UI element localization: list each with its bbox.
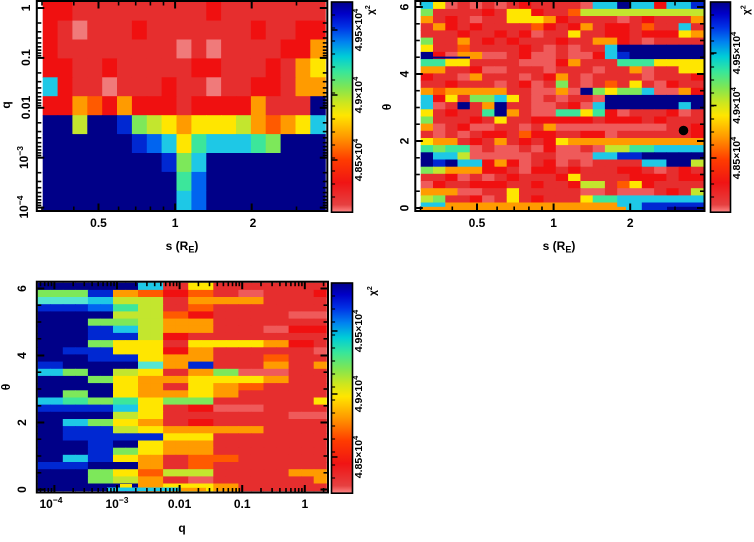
svg-text:2: 2 <box>15 419 29 426</box>
svg-text:4: 4 <box>15 352 29 359</box>
svg-text:q: q <box>178 521 185 535</box>
svg-text:0.01: 0.01 <box>168 497 192 511</box>
svg-text:1: 1 <box>301 497 308 511</box>
svg-text:2: 2 <box>398 137 412 144</box>
svg-text:1: 1 <box>172 216 179 230</box>
svg-text:2: 2 <box>627 216 634 230</box>
svg-text:θ: θ <box>380 104 394 111</box>
svg-text:4.95×104: 4.95×104 <box>351 8 365 51</box>
svg-text:4: 4 <box>398 70 412 77</box>
svg-text:4.85×104: 4.85×104 <box>351 435 365 478</box>
svg-text:0.01: 0.01 <box>19 95 33 119</box>
svg-text:χ2: χ2 <box>365 5 377 15</box>
svg-text:0.1: 0.1 <box>19 49 33 66</box>
svg-text:χ2: χ2 <box>741 5 753 15</box>
svg-text:2: 2 <box>250 216 257 230</box>
svg-text:6: 6 <box>15 285 29 292</box>
svg-text:χ2: χ2 <box>367 286 379 296</box>
svg-text:1: 1 <box>19 4 33 11</box>
svg-text:θ: θ <box>0 384 13 391</box>
svg-text:4.9×104: 4.9×104 <box>351 375 365 412</box>
svg-text:1: 1 <box>550 216 557 230</box>
svg-text:4.85×104: 4.85×104 <box>351 138 365 181</box>
svg-text:0.5: 0.5 <box>469 216 486 230</box>
svg-text:4.9×104: 4.9×104 <box>729 86 743 123</box>
svg-text:4.9×104: 4.9×104 <box>351 76 365 113</box>
svg-text:4.95×104: 4.95×104 <box>351 309 365 352</box>
svg-text:0: 0 <box>398 204 412 211</box>
svg-text:q: q <box>0 101 13 108</box>
svg-text:0.1: 0.1 <box>234 497 251 511</box>
svg-text:s (RE): s (RE) <box>543 239 576 255</box>
svg-text:0: 0 <box>15 486 29 493</box>
svg-text:4.95×104: 4.95×104 <box>729 31 743 74</box>
svg-text:0.5: 0.5 <box>90 216 107 230</box>
svg-text:s (RE): s (RE) <box>166 239 199 255</box>
svg-text:4.85×104: 4.85×104 <box>729 136 743 179</box>
svg-text:6: 6 <box>398 3 412 10</box>
